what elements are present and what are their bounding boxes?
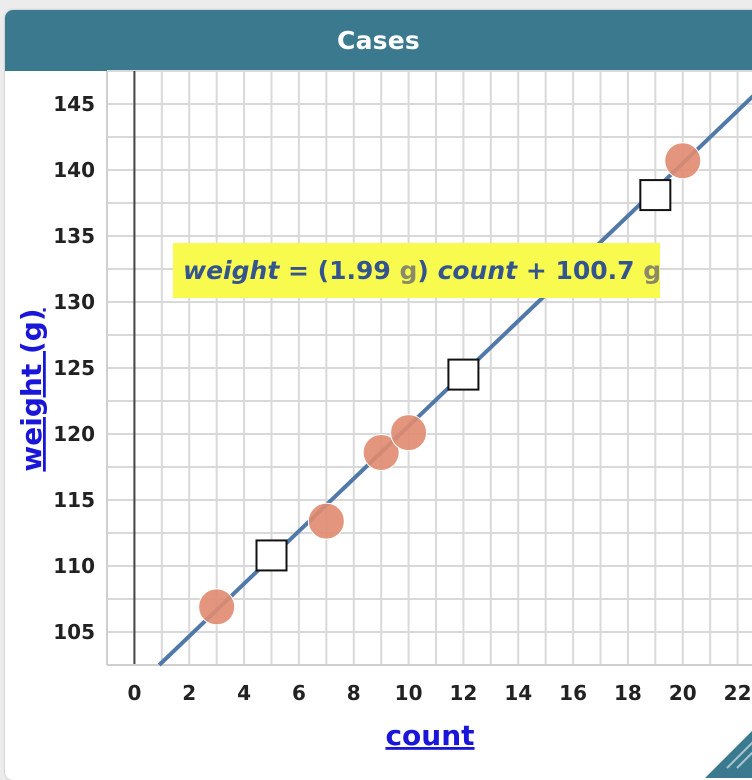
x-tick-label: 22 (724, 681, 752, 705)
equation-equals: = (287, 256, 309, 285)
y-axis-label[interactable]: weight (g) (15, 308, 48, 471)
equation-x-var: count (437, 256, 518, 285)
grid-lines (106, 70, 752, 666)
x-tick-label: 6 (292, 681, 306, 705)
movable-points (255, 179, 672, 572)
data-points (198, 142, 702, 626)
case-graph-panel: Cases 0 2 4 6 8 10 12 14 16 18 20 22 105 110 115 120 12… (5, 10, 752, 780)
equation-slope: 1.99 (329, 256, 391, 285)
graph-title: Cases (337, 26, 420, 55)
y-tick-label: 110 (53, 554, 95, 578)
y-tick-label: 140 (53, 158, 95, 182)
movable-point[interactable] (447, 358, 480, 391)
equation-y-var: weight (183, 256, 280, 285)
x-tick-label: 14 (504, 681, 532, 705)
y-tick-label: 120 (53, 422, 95, 446)
x-tick-labels: 0 2 4 6 8 10 12 14 16 18 20 22 (127, 681, 751, 705)
scatter-plot[interactable]: 0 2 4 6 8 10 12 14 16 18 20 22 105 110 115 120 125 130 13… (5, 10, 752, 780)
equation-box: weight = (1.99 g) count + 100.7 g (173, 243, 662, 298)
y-tick-label: 125 (53, 356, 95, 380)
equation-slope-unit: g (399, 256, 418, 285)
data-point[interactable] (362, 433, 400, 471)
movable-point[interactable] (255, 539, 288, 572)
x-tick-label: 8 (347, 681, 361, 705)
data-point[interactable] (664, 142, 702, 180)
x-tick-label: 10 (395, 681, 423, 705)
data-point[interactable] (390, 414, 428, 452)
x-tick-label: 2 (182, 681, 196, 705)
y-tick-label: 130 (53, 290, 95, 314)
equation-plus: + (525, 256, 547, 285)
equation-intercept-unit: g (643, 256, 662, 285)
y-tick-label: 105 (53, 620, 95, 644)
y-tick-label: 145 (53, 92, 95, 116)
x-axis-label[interactable]: count (385, 719, 474, 752)
x-tick-label: 20 (669, 681, 697, 705)
equation-close-paren: ) (417, 256, 429, 285)
x-tick-label: 12 (449, 681, 477, 705)
data-point[interactable] (198, 588, 236, 626)
equation-intercept: 100.7 (555, 256, 635, 285)
resize-handle-icon[interactable] (705, 718, 752, 778)
y-tick-label: 135 (53, 224, 95, 248)
x-tick-label: 0 (127, 681, 141, 705)
x-tick-label: 4 (237, 681, 251, 705)
title-bar[interactable]: Cases (5, 10, 752, 71)
x-tick-label: 16 (559, 681, 587, 705)
equation-open-paren: ( (317, 256, 330, 285)
x-tick-label: 18 (614, 681, 642, 705)
y-tick-labels: 105 110 115 120 125 130 135 140 145 (53, 92, 95, 644)
axes (106, 71, 752, 666)
y-tick-label: 115 (53, 488, 95, 512)
movable-point[interactable] (639, 179, 672, 212)
data-point[interactable] (307, 502, 345, 540)
